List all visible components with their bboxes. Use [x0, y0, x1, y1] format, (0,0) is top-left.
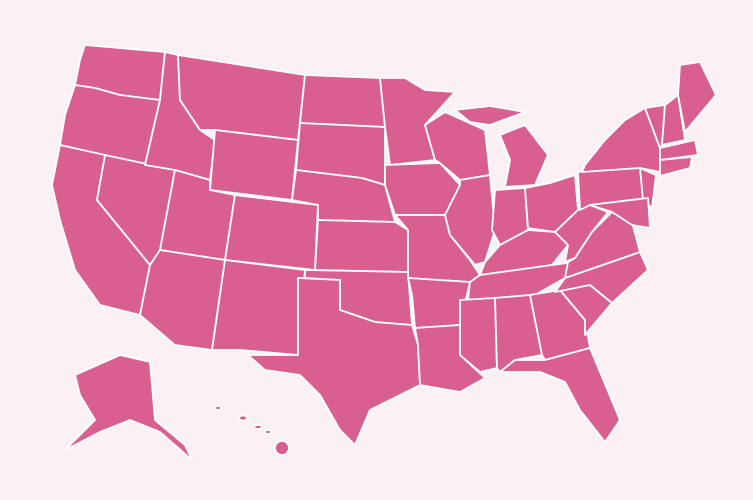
- state-illinois[interactable]: [444, 174, 496, 266]
- state-alaska[interactable]: [64, 354, 193, 461]
- state-florida[interactable]: [499, 347, 621, 443]
- state-connecticut-rhode-island[interactable]: [659, 156, 693, 177]
- state-virginia[interactable]: [564, 211, 641, 279]
- state-north-dakota[interactable]: [299, 74, 386, 128]
- state-texas[interactable]: [247, 277, 421, 446]
- state-michigan-upper[interactable]: [454, 105, 526, 126]
- state-massachusetts[interactable]: [659, 139, 699, 161]
- state-new-hampshire[interactable]: [661, 94, 686, 146]
- state-maryland-delaware[interactable]: [589, 197, 651, 229]
- state-maine[interactable]: [677, 61, 717, 133]
- state-hawaii[interactable]: [214, 405, 290, 456]
- state-michigan-lower[interactable]: [499, 124, 549, 188]
- state-colorado[interactable]: [224, 194, 319, 271]
- state-wyoming[interactable]: [209, 129, 299, 201]
- state-new-mexico[interactable]: [211, 259, 306, 356]
- state-kansas[interactable]: [314, 219, 409, 273]
